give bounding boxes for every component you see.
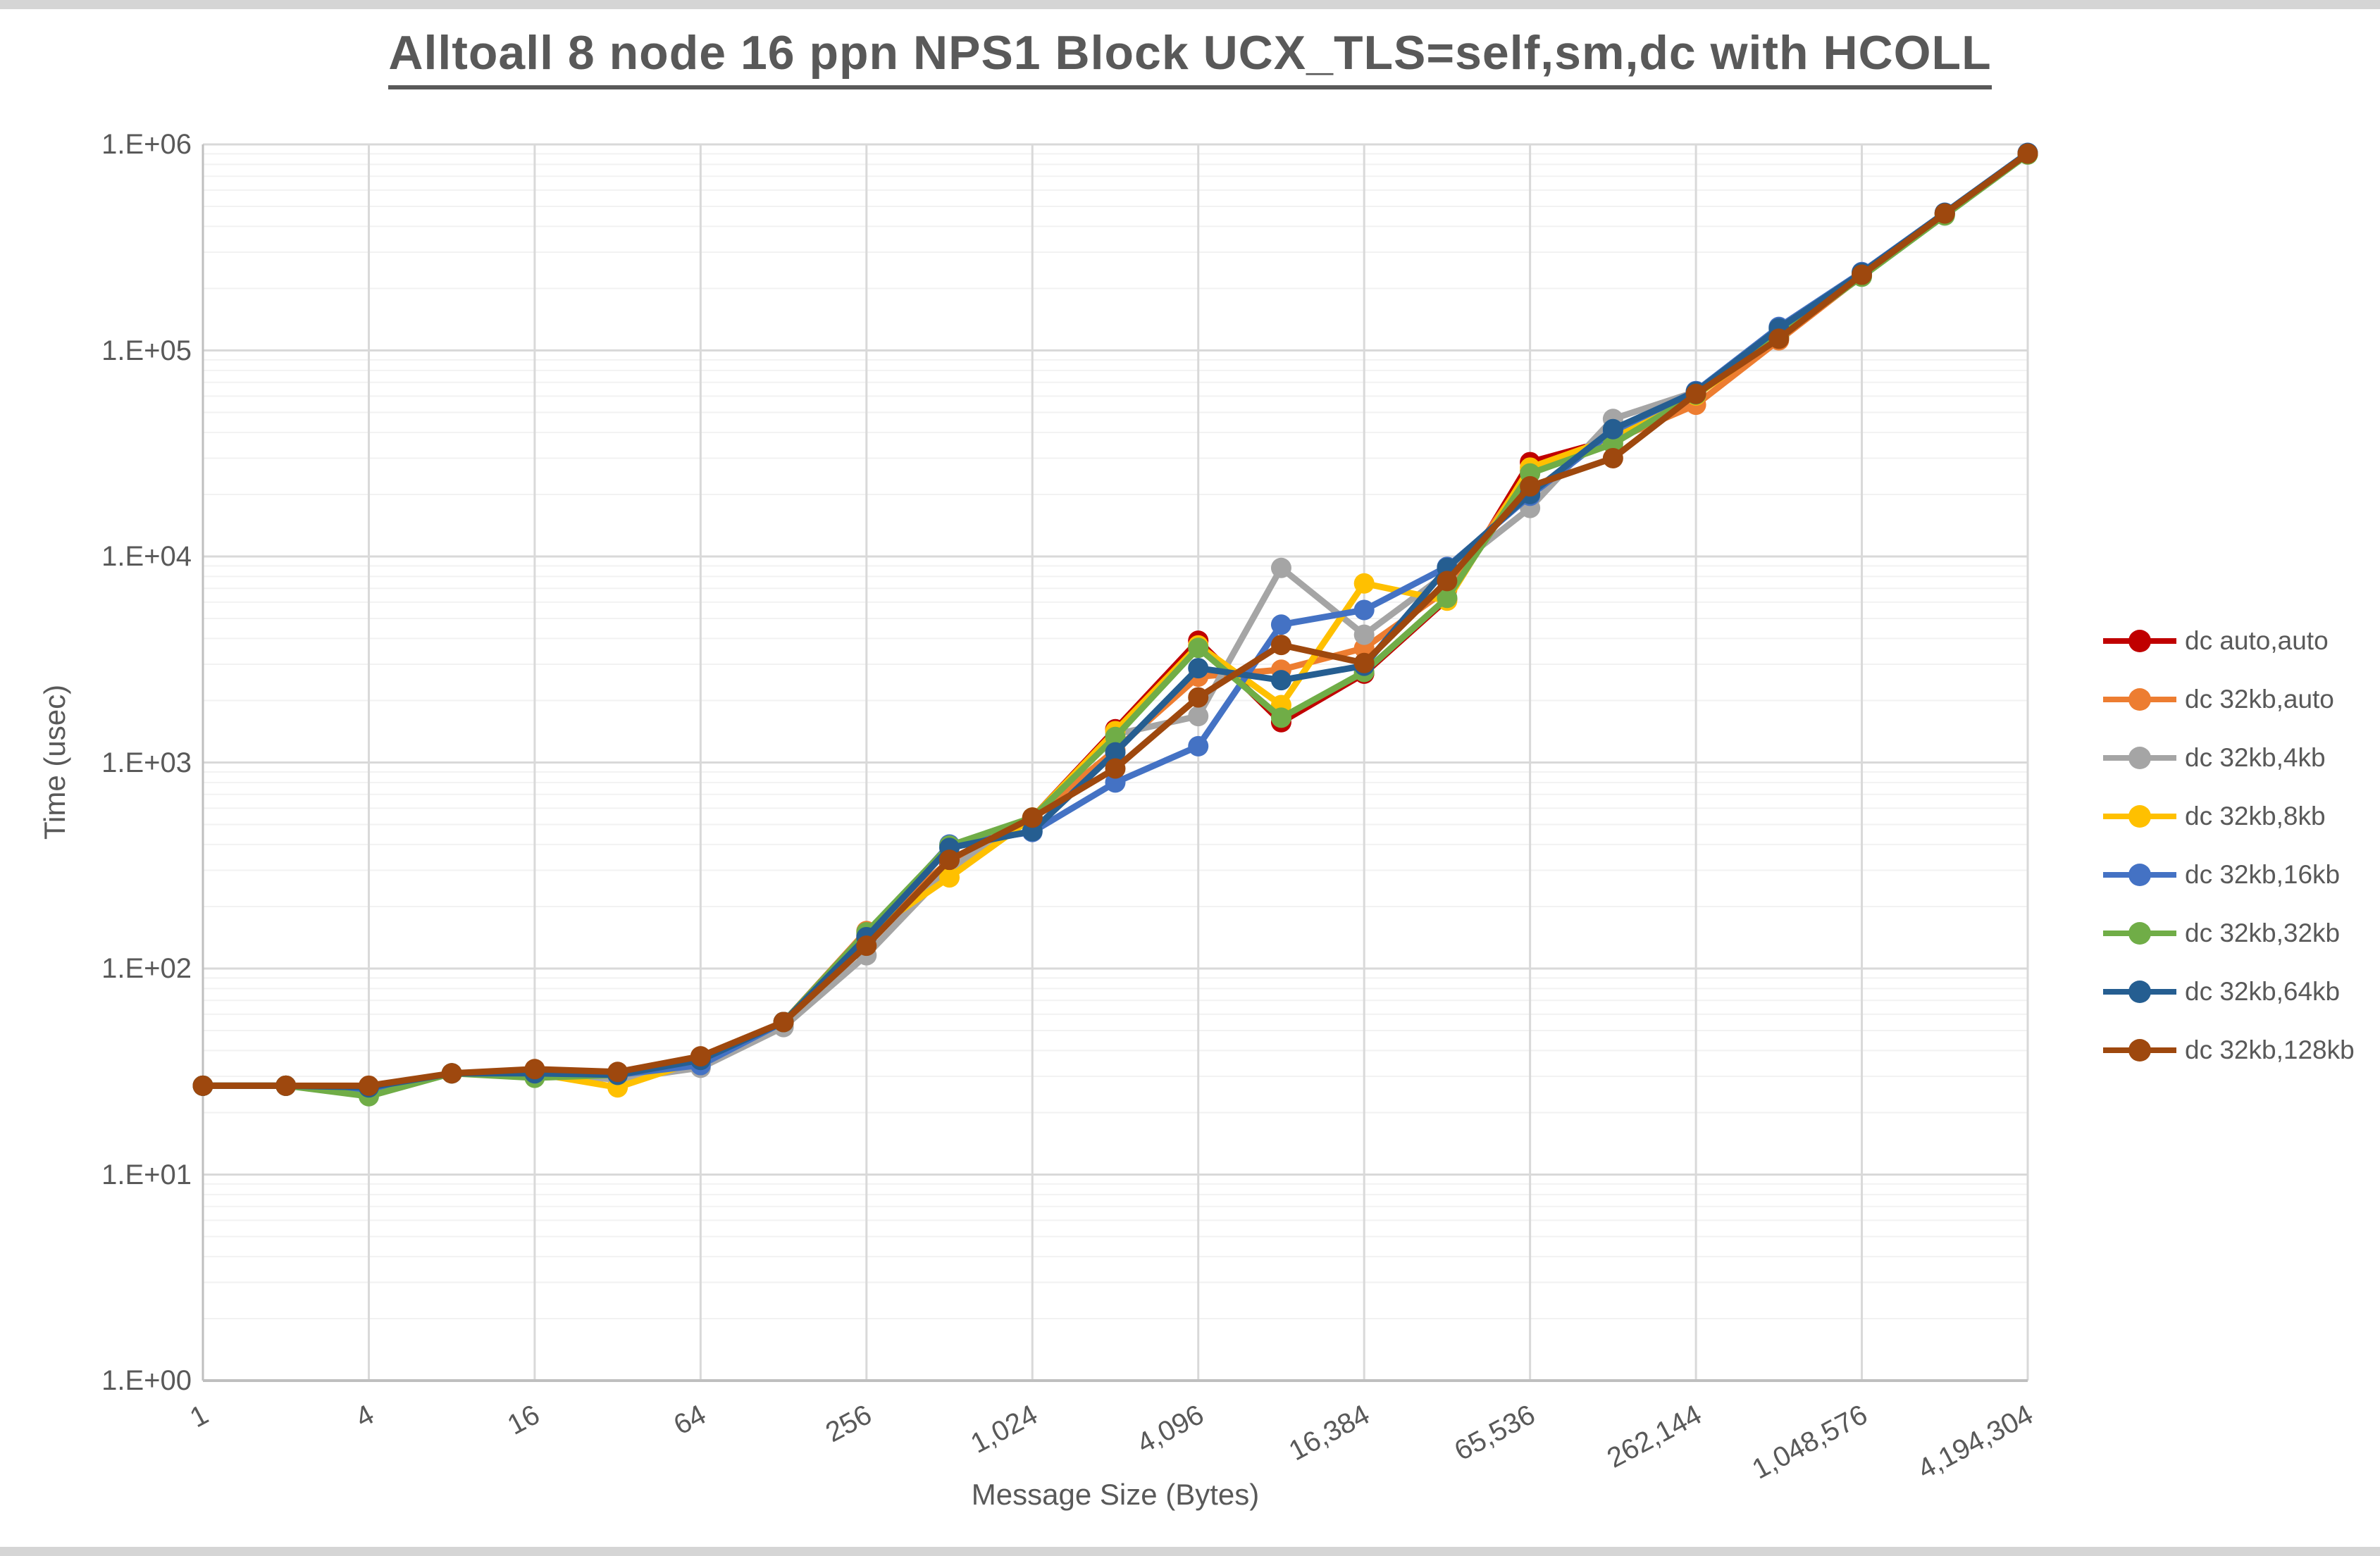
- y-tick-label: 1.E+06: [101, 129, 192, 160]
- legend-item-label: dc auto,auto: [2185, 625, 2329, 655]
- series-dc-32kb-128kb: [192, 143, 2038, 1096]
- series-dc-32kb-64kb: [192, 142, 2038, 1098]
- y-tick-label: 1.E+03: [101, 747, 192, 778]
- legend-item: dc 32kb,4kb: [2103, 728, 2355, 787]
- legend-item: dc 32kb,32kb: [2103, 904, 2355, 962]
- legend-item: dc 32kb,16kb: [2103, 845, 2355, 904]
- legend-item-label: dc 32kb,64kb: [2185, 976, 2341, 1006]
- legend: dc auto,auto dc 32kb,auto dc 32kb,4kb dc 32…: [2103, 611, 2355, 1079]
- legend-line-marker-icon: [2103, 804, 2176, 828]
- legend-item-label: dc 32kb,4kb: [2185, 742, 2326, 772]
- legend-item-label: dc 32kb,8kb: [2185, 801, 2326, 830]
- window-bottom-edge: [0, 1547, 2380, 1556]
- legend-line-marker-icon: [2103, 629, 2176, 652]
- series-dc-32kb-auto: [192, 144, 2038, 1098]
- legend-line-marker-icon: [2103, 921, 2176, 945]
- series-dc-32kb-16kb: [192, 142, 2038, 1102]
- legend-line-marker-icon: [2103, 863, 2176, 886]
- legend-line-marker-icon: [2103, 980, 2176, 1003]
- legend-line-marker-icon: [2103, 746, 2176, 769]
- legend-item-label: dc 32kb,128kb: [2185, 1035, 2355, 1064]
- y-tick-label: 1.E+00: [101, 1365, 192, 1396]
- y-tick-label: 1.E+05: [101, 335, 192, 366]
- y-tick-label: 1.E+01: [101, 1159, 192, 1190]
- y-tick-label: 1.E+04: [101, 541, 192, 572]
- legend-line-marker-icon: [2103, 687, 2176, 711]
- legend-item-label: dc 32kb,16kb: [2185, 859, 2341, 889]
- legend-item: dc 32kb,auto: [2103, 670, 2355, 728]
- series-dc-auto-auto: [192, 143, 2038, 1098]
- y-axis-title: Time (usec): [38, 684, 71, 840]
- chart-title: Alltoall 8 node 16 ppn NPS1 Block UCX_TL…: [0, 25, 2380, 89]
- y-tick-label: 1.E+02: [101, 953, 192, 984]
- legend-item: dc 32kb,64kb: [2103, 962, 2355, 1021]
- legend-item-label: dc 32kb,32kb: [2185, 918, 2341, 947]
- legend-item: dc auto,auto: [2103, 611, 2355, 670]
- legend-item: dc 32kb,128kb: [2103, 1021, 2355, 1079]
- legend-item-label: dc 32kb,auto: [2185, 684, 2334, 714]
- legend-line-marker-icon: [2103, 1038, 2176, 1062]
- series-dc-32kb-4kb: [192, 143, 2038, 1098]
- x-axis-title: Message Size (Bytes): [971, 1478, 1260, 1511]
- series-dc-32kb-8kb: [192, 144, 2038, 1098]
- window-top-edge: [0, 0, 2380, 9]
- legend-item: dc 32kb,8kb: [2103, 787, 2355, 845]
